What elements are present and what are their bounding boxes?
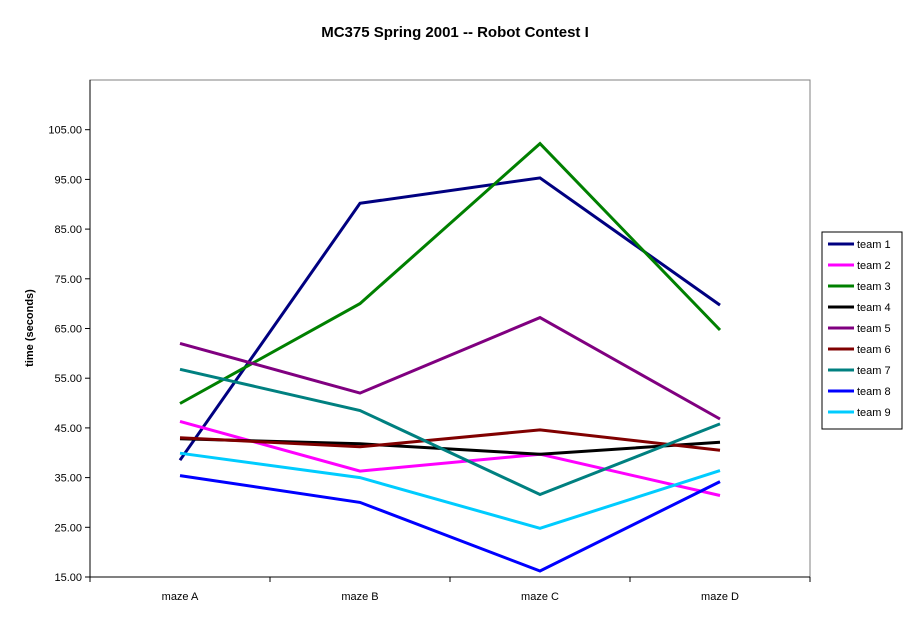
chart-title: MC375 Spring 2001 -- Robot Contest I [321, 24, 589, 41]
legend-label: team 6 [857, 344, 891, 356]
series-lines [178, 141, 722, 573]
plot-area [89, 79, 811, 578]
x-tick-label: maze A [162, 591, 199, 603]
y-tick-label: 105.00 [48, 125, 82, 137]
series-line-team-3 [179, 141, 722, 405]
legend[interactable]: team 1 team 2 team 3 team 4 team 5 team 6 team… [821, 231, 903, 430]
legend-label: team 9 [857, 407, 891, 419]
legend-label: team 5 [857, 323, 891, 335]
x-tick-label: maze D [701, 591, 739, 603]
y-tick-label: 15.00 [54, 572, 82, 584]
y-tick-label: 65.00 [54, 324, 82, 336]
y-tick-label: 35.00 [54, 473, 82, 485]
legend-label: team 8 [857, 386, 891, 398]
legend-label: team 1 [857, 239, 891, 251]
legend-label: team 4 [857, 302, 891, 314]
y-axis-label: time (seconds) [24, 289, 36, 367]
y-tick-label: 45.00 [54, 423, 82, 435]
y-tick-label: 75.00 [54, 274, 82, 286]
y-tick-label: 55.00 [54, 373, 82, 385]
axes: 15.00 25.00 35.00 45.00 55.00 65.00 75.00 85.00… [48, 80, 811, 603]
series-line-team-7 [179, 367, 721, 497]
series-line-team-1 [178, 176, 721, 462]
y-tick-label: 25.00 [54, 522, 82, 534]
legend-label: team 3 [857, 281, 891, 293]
x-tick-label: maze C [521, 591, 559, 603]
legend-label: team 7 [857, 365, 891, 377]
series-line-team-9 [179, 451, 721, 530]
y-tick-label: 85.00 [54, 224, 82, 236]
legend-label: team 2 [857, 260, 891, 272]
series-line-team-8 [179, 474, 721, 573]
x-tick-label: maze B [341, 591, 378, 603]
series-line-team-6 [179, 428, 721, 452]
series-line-team-2 [179, 419, 721, 497]
y-tick-label: 95.00 [54, 174, 82, 186]
series-line-team-5 [179, 315, 721, 421]
